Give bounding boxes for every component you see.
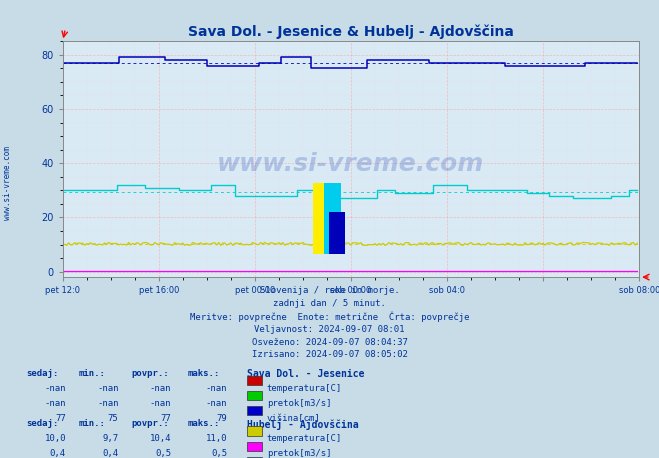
Bar [324, 183, 341, 254]
Text: povpr.:: povpr.: [132, 369, 169, 378]
Text: 75: 75 [108, 414, 119, 423]
Text: Osveženo: 2024-09-07 08:04:37: Osveženo: 2024-09-07 08:04:37 [252, 338, 407, 347]
Text: pretok[m3/s]: pretok[m3/s] [267, 399, 331, 408]
Text: Izrisano: 2024-09-07 08:05:02: Izrisano: 2024-09-07 08:05:02 [252, 350, 407, 360]
Title: Sava Dol. - Jesenice & Hubelj - Ajdovščina: Sava Dol. - Jesenice & Hubelj - Ajdovšči… [188, 24, 514, 38]
Text: 11,0: 11,0 [206, 434, 227, 443]
Text: 77: 77 [55, 414, 66, 423]
Text: -nan: -nan [150, 399, 171, 408]
Text: 10,4: 10,4 [150, 434, 171, 443]
Text: 9,7: 9,7 [103, 434, 119, 443]
Text: -nan: -nan [44, 384, 66, 393]
Text: www.si-vreme.com: www.si-vreme.com [3, 146, 13, 220]
Bar [314, 183, 331, 254]
Text: sedaj:: sedaj: [26, 419, 59, 428]
Text: 0,4: 0,4 [103, 449, 119, 458]
Text: temperatura[C]: temperatura[C] [267, 384, 342, 393]
Text: Meritve: povprečne  Enote: metrične  Črta: povprečje: Meritve: povprečne Enote: metrične Črta:… [190, 312, 469, 322]
Text: www.si-vreme.com: www.si-vreme.com [217, 152, 484, 176]
Text: -nan: -nan [97, 399, 119, 408]
Text: Sava Dol. - Jesenice: Sava Dol. - Jesenice [247, 369, 364, 379]
Bar [330, 213, 345, 254]
Text: 0,5: 0,5 [212, 449, 227, 458]
Text: zadnji dan / 5 minut.: zadnji dan / 5 minut. [273, 299, 386, 308]
Text: temperatura[C]: temperatura[C] [267, 434, 342, 443]
Text: sedaj:: sedaj: [26, 369, 59, 378]
Text: Veljavnost: 2024-09-07 08:01: Veljavnost: 2024-09-07 08:01 [254, 325, 405, 334]
Text: maks.:: maks.: [188, 369, 220, 378]
Text: -nan: -nan [150, 384, 171, 393]
Text: -nan: -nan [97, 384, 119, 393]
Text: -nan: -nan [206, 399, 227, 408]
Text: pretok[m3/s]: pretok[m3/s] [267, 449, 331, 458]
Text: -nan: -nan [206, 384, 227, 393]
Text: maks.:: maks.: [188, 419, 220, 428]
Text: 10,0: 10,0 [44, 434, 66, 443]
Text: -nan: -nan [44, 399, 66, 408]
Text: 0,5: 0,5 [156, 449, 171, 458]
Text: Hubelj - Ajdovščina: Hubelj - Ajdovščina [247, 419, 358, 430]
Text: 79: 79 [217, 414, 227, 423]
Text: višina[cm]: višina[cm] [267, 414, 321, 423]
Text: Slovenija / reke in morje.: Slovenija / reke in morje. [260, 286, 399, 295]
Text: min.:: min.: [79, 369, 106, 378]
Text: min.:: min.: [79, 419, 106, 428]
Text: 77: 77 [161, 414, 171, 423]
Text: 0,4: 0,4 [50, 449, 66, 458]
Text: povpr.:: povpr.: [132, 419, 169, 428]
